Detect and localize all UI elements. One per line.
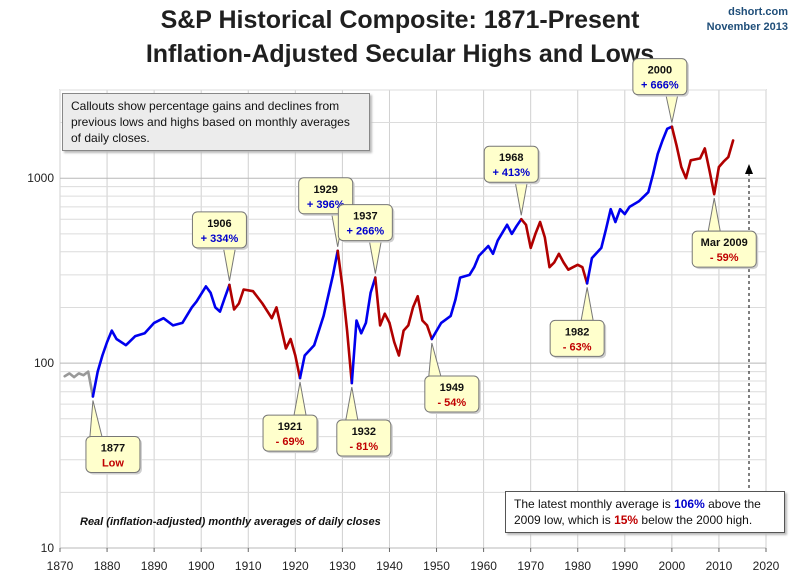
callout-1968: 1968 + 413% [483,145,541,216]
callout-year: 1949 [440,382,464,394]
callout-mar-2009: Mar 2009 - 59% [691,198,759,270]
callout-pointer [580,287,594,321]
callout-pointer [368,240,382,274]
callout-change: + 334% [201,233,239,245]
callout-box [337,204,393,242]
callout-box [262,414,318,452]
chart-title-line2: Inflation-Adjusted Secular Highs and Low… [145,40,655,68]
callout-change: - 54% [437,397,466,409]
callout-change: Low [102,457,124,469]
callout-year: 1929 [313,184,337,196]
x-tick-label: 1930 [329,559,356,573]
series-line-up [350,276,377,385]
latest-average-note: The latest monthly average is 106% above… [505,491,785,533]
callout-pointer [293,381,307,416]
footer-note: Real (inflation-adjusted) monthly averag… [80,516,381,528]
callout-pointer [514,181,528,216]
callout-change: - 81% [349,441,378,453]
callout-2000: 2000 + 666% [632,58,689,123]
callout-change: + 396% [307,199,345,211]
callout-change: - 69% [276,436,305,448]
callout-explanation-note: Callouts show percentage gains and decli… [62,93,370,151]
callout-change: + 413% [492,167,530,179]
callout-change: + 666% [641,80,679,92]
callout-box [691,230,757,268]
latest-arrow-head [745,164,753,174]
callout-year: 1968 [499,152,523,164]
x-tick-label: 2020 [753,559,780,573]
source-credit: dshort.com November 2013 [707,5,788,35]
series-line-down [336,249,354,385]
series-line-up [585,125,674,285]
callout-box [549,319,605,357]
callout-pointer [222,247,237,281]
series-line-up [298,249,340,380]
callout-pointer [428,342,442,377]
x-tick-label: 2010 [706,559,733,573]
callouts: 1877 Low 1906 + 334% 1921 - 69% 1929 + 396% 1932… [85,58,759,475]
callout-year: Mar 2009 [701,237,748,249]
callout-box [483,145,539,183]
callout-year: 1932 [352,426,376,438]
callout-year: 1877 [101,442,125,454]
series-line-down [373,276,434,357]
callout-1921: 1921 - 69% [262,381,320,454]
callout-box [298,177,354,215]
x-tick-label: 1980 [564,559,591,573]
callout-change: - 59% [710,252,739,264]
callout-change: - 63% [563,341,592,353]
callout-box [191,211,247,249]
series-line-down [670,125,735,196]
latest-text-2: above the 2009 low, which is [514,497,761,527]
series-line-up [430,217,523,341]
x-tick-label: 1960 [470,559,497,573]
x-tick-label: 2000 [659,559,686,573]
axes: 1870 1880 1890 1900 1910 1920 1930 1940 1950 1960… [27,171,779,573]
callout-1906: 1906 + 334% [191,211,249,281]
data-lines [63,125,735,398]
x-tick-label: 1920 [282,559,309,573]
callout-year: 1921 [278,421,302,433]
x-tick-label: 1940 [376,559,403,573]
callout-box [424,375,480,413]
x-tick-label: 1870 [47,559,74,573]
callout-change: + 266% [347,226,385,238]
latest-text-1: The latest monthly average is [514,497,675,511]
y-tick-label: 10 [41,541,55,555]
chart-title-line1: S&P Historical Composite: 1871-Present [160,6,640,34]
x-tick-label: 1910 [235,559,262,573]
series-line-up [91,283,231,398]
source-date: November 2013 [706,21,788,33]
callout-year: 2000 [648,65,672,77]
latest-pct-below: 15% [614,513,639,527]
series-line-down [228,283,302,380]
callout-1932: 1932 - 81% [336,386,393,459]
y-tick-label: 100 [34,356,54,370]
callout-1937: 1937 + 266% [337,204,395,274]
x-tick-label: 1900 [188,559,215,573]
callout-1982: 1982 - 63% [549,287,607,359]
source-name: dshort.com [728,6,788,18]
x-tick-label: 1890 [141,559,168,573]
callout-year: 1937 [353,211,377,223]
series-line-down [519,217,589,285]
x-tick-label: 1880 [94,559,121,573]
callout-year: 1982 [565,326,589,338]
latest-pct-above: 106% [674,497,705,511]
y-tick-label: 1000 [27,171,54,185]
callout-box [632,58,688,96]
x-tick-label: 1950 [423,559,450,573]
latest-text-3: below the 2000 high. [638,513,753,527]
series-line-early [63,370,95,398]
callout-1877: 1877 Low [85,400,142,475]
x-tick-label: 1990 [611,559,638,573]
callout-year: 1906 [207,218,231,230]
callout-box [336,419,392,457]
callout-box [85,435,141,473]
callout-pointer [707,198,721,232]
callout-pointer [665,94,679,123]
callout-1949: 1949 - 54% [424,342,481,415]
x-tick-label: 1970 [517,559,544,573]
